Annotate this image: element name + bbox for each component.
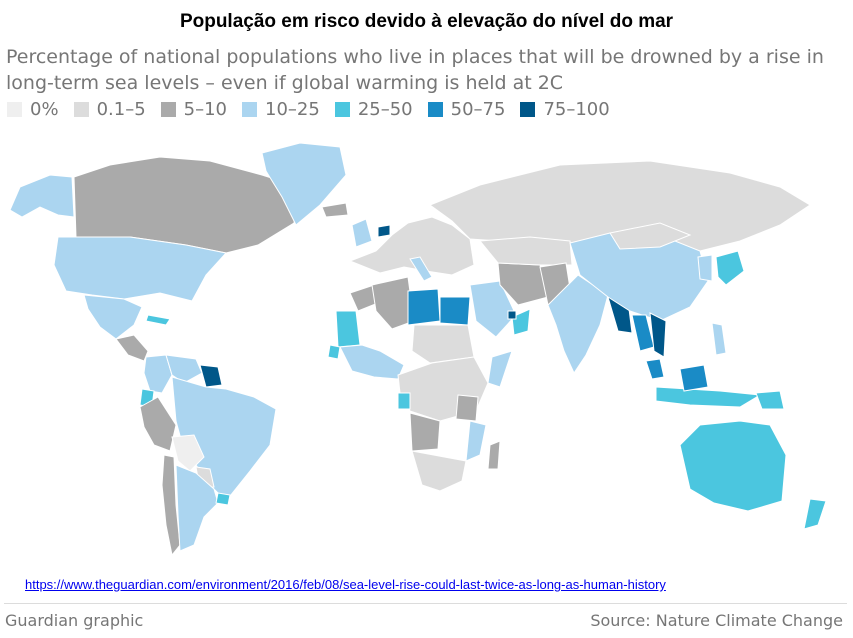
- world-map: [9, 142, 827, 557]
- country-egypt: [439, 296, 471, 326]
- country-europe: [348, 216, 475, 276]
- country-uae: [507, 310, 517, 320]
- country-alaska: [9, 174, 75, 218]
- country-saudi-arabia: [469, 280, 517, 338]
- country-mexico: [83, 294, 143, 340]
- country-guyana-suriname: [199, 364, 223, 388]
- legend-label: 10–25: [265, 99, 320, 120]
- country-indonesia: [655, 386, 762, 408]
- map-regions: [9, 142, 827, 557]
- legend: 0% 0.1–5 5–10 10–25 25–50 50–75 75–100: [7, 99, 610, 120]
- country-united-kingdom-ireland: [351, 218, 373, 248]
- legend-swatch: [160, 102, 176, 117]
- country-west-africa: [339, 344, 405, 380]
- country-venezuela: [165, 354, 203, 384]
- country-papua-new-guinea: [755, 390, 785, 410]
- footer-divider: [4, 603, 847, 604]
- legend-swatch: [427, 102, 443, 117]
- country-australia: [679, 420, 787, 512]
- country-netherlands: [377, 224, 391, 238]
- graphic-credit: Guardian graphic: [5, 611, 144, 630]
- country-new-zealand: [803, 498, 827, 530]
- country-malaysia: [645, 358, 665, 380]
- legend-item: 50–75: [427, 99, 506, 120]
- country-mauritania: [335, 310, 361, 348]
- country-iceland: [321, 202, 349, 218]
- legend-item: 75–100: [520, 99, 610, 120]
- country-angola: [409, 412, 441, 452]
- legend-label: 75–100: [543, 99, 610, 120]
- country-somalia: [487, 350, 513, 388]
- legend-item: 10–25: [242, 99, 320, 120]
- legend-label: 0%: [30, 99, 59, 120]
- country-southern-africa: [411, 450, 467, 492]
- source-link[interactable]: https://www.theguardian.com/environment/…: [25, 577, 666, 592]
- country-argentina: [175, 464, 219, 552]
- legend-item: 25–50: [334, 99, 413, 120]
- legend-label: 0.1–5: [96, 99, 146, 120]
- legend-item: 5–10: [160, 99, 227, 120]
- country-senegal: [327, 344, 341, 360]
- country-cuba: [145, 314, 171, 326]
- country-gabon: [397, 392, 411, 410]
- country-bolivia: [171, 434, 205, 472]
- country-madagascar: [487, 440, 501, 470]
- legend-swatch: [520, 102, 536, 117]
- country-central-america: [115, 334, 149, 362]
- legend-swatch: [334, 102, 350, 117]
- country-greenland: [261, 142, 347, 226]
- country-mozambique: [465, 420, 487, 462]
- country-kazakhstan-central-asia: [479, 236, 573, 266]
- country-chile: [161, 454, 181, 557]
- legend-label: 5–10: [183, 99, 227, 120]
- country-tanzania: [455, 394, 479, 422]
- legend-swatch: [7, 102, 22, 117]
- country-peru: [139, 396, 177, 452]
- country-borneo: [679, 364, 709, 392]
- country-korea: [697, 254, 713, 282]
- data-source: Source: Nature Climate Change: [590, 611, 843, 630]
- legend-item: 0%: [7, 99, 59, 120]
- country-vietnam: [649, 312, 667, 358]
- country-united-states: [53, 236, 227, 302]
- country-mongolia: [609, 222, 692, 250]
- country-libya: [407, 288, 441, 326]
- legend-label: 50–75: [450, 99, 506, 120]
- chart-subtitle: Percentage of national populations who l…: [6, 46, 824, 94]
- country-italy: [409, 256, 433, 282]
- legend-item: 0.1–5: [73, 99, 146, 120]
- legend-swatch: [242, 102, 257, 117]
- legend-swatch: [73, 102, 89, 117]
- chart-title: População em risco devido à elevação do …: [179, 11, 674, 32]
- country-philippines: [711, 322, 727, 356]
- country-uruguay: [215, 492, 231, 506]
- country-sudan-chad: [411, 324, 475, 364]
- legend-label: 25–50: [357, 99, 413, 120]
- country-japan: [715, 250, 745, 286]
- country-algeria: [371, 276, 415, 330]
